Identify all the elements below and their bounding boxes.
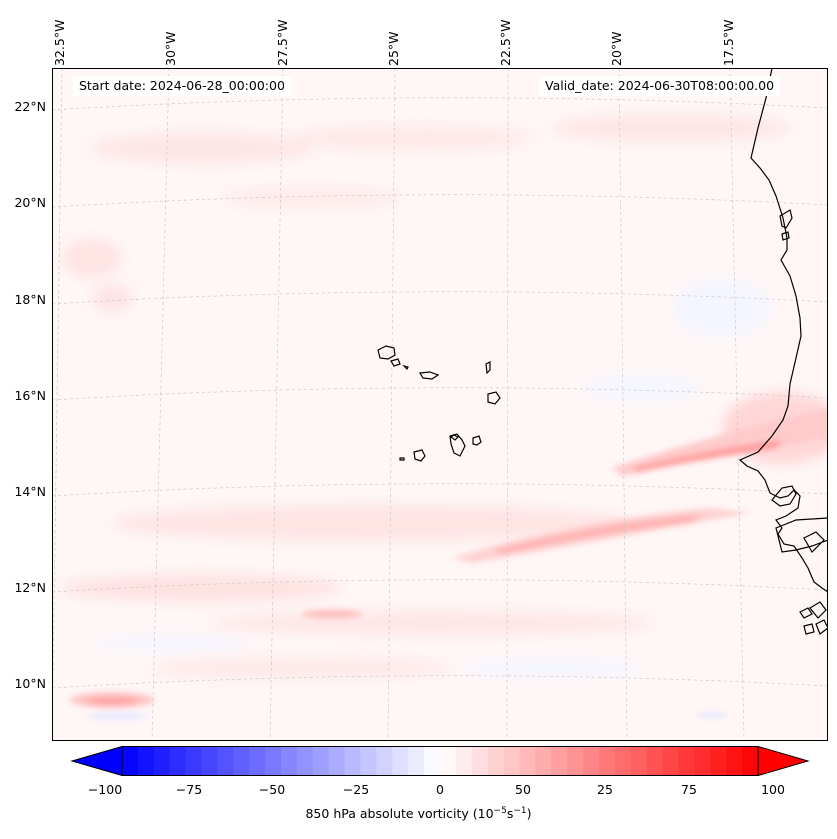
- colorbar-cell: [487, 746, 505, 776]
- colorbar-tick-25: 25: [597, 782, 613, 797]
- colorbar-tick-neg100: −100: [87, 782, 123, 797]
- colorbar-cell: [424, 746, 441, 776]
- lon-label-22-5w: 22.5°W: [498, 19, 513, 66]
- colorbar-extend-right: [757, 746, 810, 776]
- colorbar-cell: [503, 746, 520, 776]
- colorbar: [70, 746, 810, 776]
- colorbar-cell: [122, 746, 139, 776]
- lon-label-17-5w: 17.5°W: [721, 19, 736, 66]
- african-coastline: [738, 68, 828, 635]
- colorbar-cell: [153, 746, 171, 776]
- vorticity-streaks: [70, 408, 828, 720]
- colorbar-cell: [646, 746, 664, 776]
- colorbar-cell: [535, 746, 552, 776]
- colorbar-cell: [281, 746, 298, 776]
- colorbar-cell: [678, 746, 695, 776]
- colorbar-cell: [742, 746, 759, 776]
- colorbar-cell: [662, 746, 679, 776]
- colorbar-cells: [122, 746, 759, 776]
- colorbar-label-mid: s: [506, 806, 514, 822]
- colorbar-cell: [440, 746, 457, 776]
- colorbar-tick-75: 75: [681, 782, 697, 797]
- graticule: [52, 68, 828, 741]
- colorbar-tick-neg75: −75: [175, 782, 203, 797]
- lat-label-16n: 16°N: [14, 388, 46, 403]
- colorbar-tick-neg25: −25: [342, 782, 370, 797]
- colorbar-cell: [392, 746, 409, 776]
- colorbar-label-exp1: −5: [493, 806, 507, 816]
- lon-label-30w: 30°W: [163, 31, 178, 66]
- cabo-verde-islands: [377, 345, 501, 462]
- colorbar-label: 850 hPa absolute vorticity (10−5s−1): [0, 806, 837, 821]
- colorbar-cell: [726, 746, 743, 776]
- lon-label-27-5w: 27.5°W: [275, 19, 290, 66]
- colorbar-cell: [344, 746, 361, 776]
- map-frame: [52, 68, 828, 741]
- colorbar-cell: [583, 746, 600, 776]
- colorbar-cell: [249, 746, 266, 776]
- valid-date-label: Valid_date: 2024-06-30T08:00:00.00: [539, 76, 781, 96]
- colorbar-cell: [455, 746, 473, 776]
- colorbar-label-suffix: ): [526, 806, 532, 822]
- colorbar-cell: [185, 746, 202, 776]
- colorbar-label-exp2: −1: [513, 806, 527, 816]
- colorbar-cell: [137, 746, 155, 776]
- colorbar-cell: [217, 746, 234, 776]
- colorbar-cell: [471, 746, 489, 776]
- lat-label-10n: 10°N: [14, 676, 46, 691]
- lat-label-22n: 22°N: [14, 99, 46, 114]
- colorbar-cell: [551, 746, 568, 776]
- colorbar-tick-0: 0: [436, 782, 444, 797]
- start-date-label: Start date: 2024-06-28_00:00:00: [73, 76, 291, 96]
- colorbar-cell: [519, 746, 536, 776]
- colorbar-cell: [599, 746, 616, 776]
- colorbar-extend-left: [70, 746, 123, 776]
- colorbar-cell: [328, 746, 346, 776]
- colorbar-cell: [201, 746, 218, 776]
- colorbar-cell: [376, 746, 393, 776]
- colorbar-label-prefix: 850 hPa absolute vorticity (10: [305, 806, 494, 822]
- colorbar-frame: [121, 746, 759, 776]
- lat-label-18n: 18°N: [14, 292, 46, 307]
- lon-label-25w: 25°W: [386, 31, 401, 66]
- colorbar-cell: [169, 746, 187, 776]
- colorbar-tick-50: 50: [515, 782, 531, 797]
- vorticity-field: [62, 114, 828, 678]
- colorbar-cell: [710, 746, 727, 776]
- colorbar-cell: [296, 746, 314, 776]
- vorticity-map: [52, 68, 828, 741]
- colorbar-cell: [312, 746, 330, 776]
- colorbar-cell: [265, 746, 282, 776]
- colorbar-cell: [567, 746, 584, 776]
- lon-label-20w: 20°W: [609, 31, 624, 66]
- colorbar-tick-neg50: −50: [258, 782, 286, 797]
- colorbar-cell: [360, 746, 377, 776]
- colorbar-cell: [630, 746, 648, 776]
- lat-label-12n: 12°N: [14, 580, 46, 595]
- lon-label-32-5w: 32.5°W: [52, 19, 67, 66]
- colorbar-cell: [614, 746, 632, 776]
- colorbar-tick-100: 100: [761, 782, 785, 797]
- lat-label-14n: 14°N: [14, 484, 46, 499]
- colorbar-cell: [408, 746, 425, 776]
- colorbar-cell: [233, 746, 250, 776]
- colorbar-cell: [694, 746, 711, 776]
- lat-label-20n: 20°N: [14, 195, 46, 210]
